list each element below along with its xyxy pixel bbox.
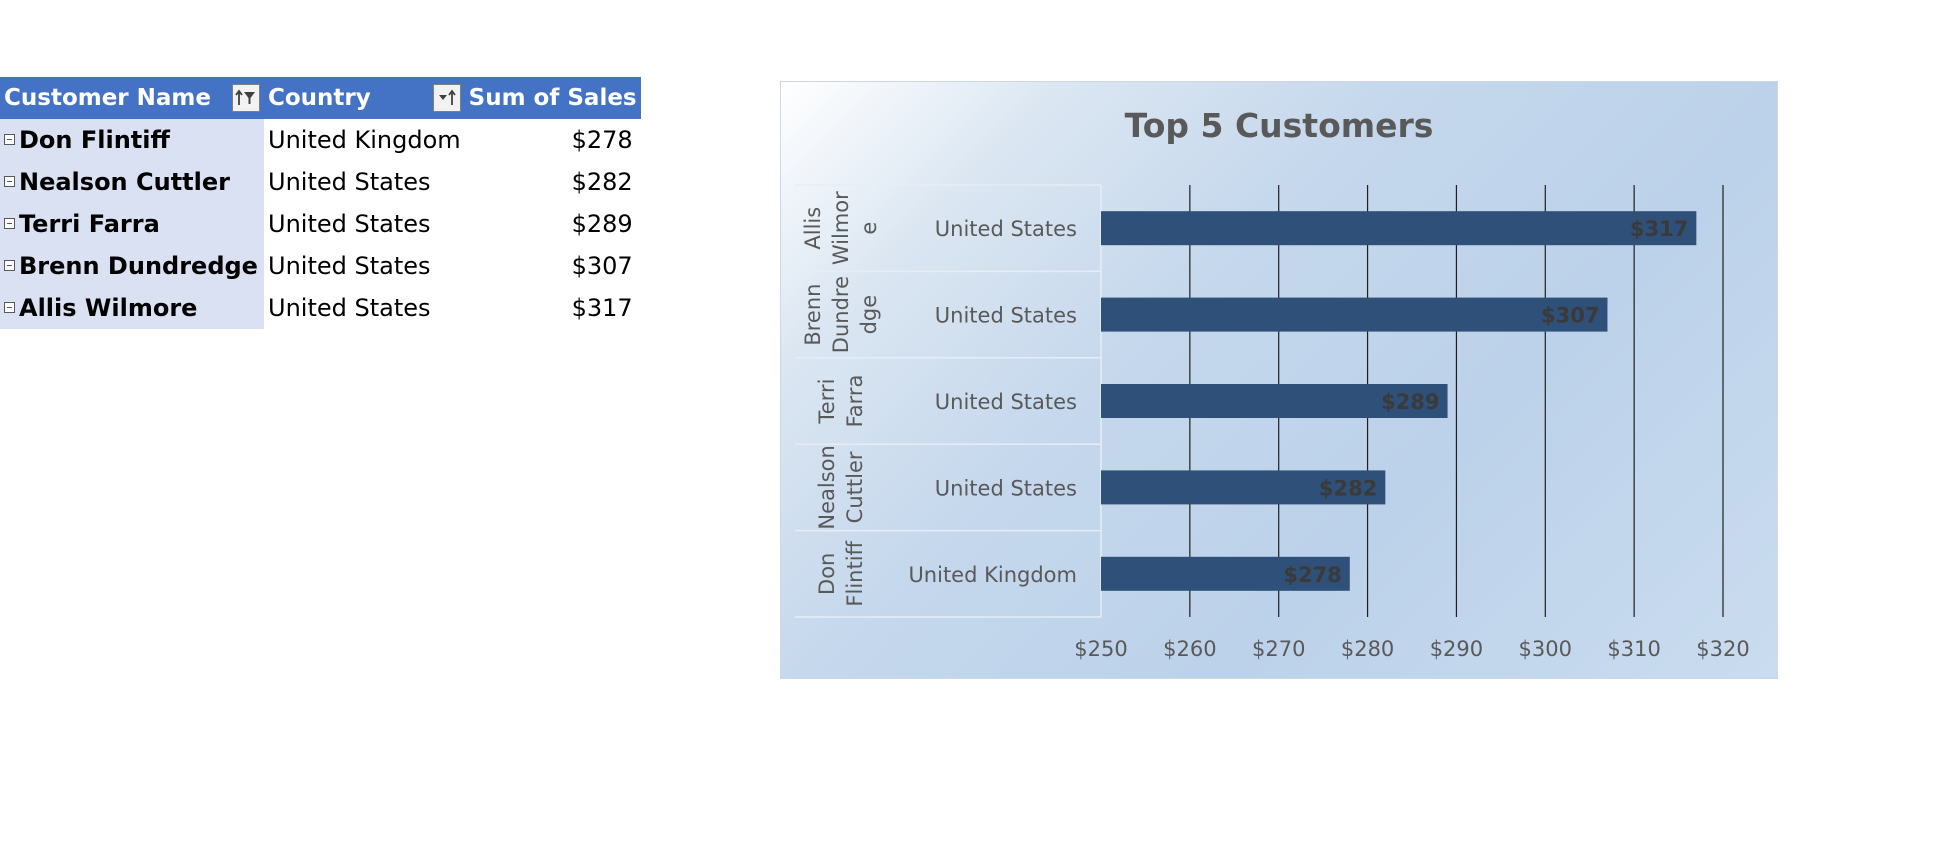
category-country-label: United States	[935, 304, 1077, 328]
bar	[1101, 211, 1697, 246]
category-customer-label: Brenn Dundre dge	[801, 276, 881, 353]
category-customer-line: Brenn	[801, 284, 825, 346]
category-customer-line: Farra	[843, 375, 867, 428]
category-customer-line: Wilmor	[829, 191, 853, 265]
category-customer-label: Terri Farra	[815, 375, 867, 428]
x-tick-label: $250	[1074, 637, 1127, 661]
category-customer-line: Cuttler	[843, 451, 867, 523]
top-customers-chart[interactable]: Top 5 Customers $317 United States Allis Wi…	[780, 81, 1778, 679]
customer-name: Terri Farra	[19, 210, 160, 238]
country-cell[interactable]: United Kingdom	[268, 126, 461, 154]
bar	[1101, 556, 1350, 591]
category-country-label: United States	[935, 217, 1077, 241]
category-customer-line: Flintiff	[843, 540, 867, 606]
category-country-label: United Kingdom	[908, 563, 1077, 587]
category-customer-label: Nealson Cuttler	[815, 445, 867, 529]
customer-cell[interactable]: Terri Farra	[0, 203, 264, 245]
sales-cell[interactable]: $278	[571, 126, 633, 154]
bar	[1101, 297, 1608, 332]
chart-plot: $317 United States Allis Wilmor e $307 United …	[795, 184, 1750, 661]
x-tick-label: $280	[1341, 637, 1394, 661]
category-customer-label: Allis Wilmor e	[801, 191, 881, 265]
pivot-header-row: Customer Name Country	[0, 77, 641, 119]
pivot-table: Customer Name Country	[0, 77, 641, 329]
x-tick-label: $290	[1430, 637, 1483, 661]
customer-name: Brenn Dundredge	[19, 252, 258, 280]
country-cell[interactable]: United States	[268, 168, 431, 196]
data-label: $307	[1541, 304, 1599, 328]
category-customer-line: Allis	[801, 207, 825, 250]
category-customer-line: Don	[815, 553, 839, 595]
header-country-label: Country	[268, 85, 371, 111]
collapse-minus-icon[interactable]	[4, 259, 15, 271]
table-row: Terri Farra United States $289	[0, 203, 641, 245]
country-cell[interactable]: United States	[268, 294, 431, 322]
x-tick-label: $300	[1519, 637, 1572, 661]
customer-cell[interactable]: Allis Wilmore	[0, 287, 264, 329]
data-label: $278	[1283, 563, 1341, 587]
country-cell[interactable]: United States	[268, 252, 431, 280]
country-cell[interactable]: United States	[268, 210, 431, 238]
collapse-minus-icon[interactable]	[4, 175, 15, 187]
category-country-label: United States	[935, 476, 1077, 500]
header-customer-label: Customer Name	[4, 85, 211, 111]
data-label: $317	[1630, 217, 1688, 241]
collapse-minus-icon[interactable]	[4, 133, 15, 145]
header-country[interactable]: Country	[264, 77, 465, 119]
category-customer-label: Don Flintiff	[815, 540, 867, 606]
table-row: Allis Wilmore United States $317	[0, 287, 641, 329]
customer-cell[interactable]: Don Flintiff	[0, 119, 264, 161]
category-customer-line: e	[857, 222, 881, 235]
table-row: Brenn Dundredge United States $307	[0, 245, 641, 287]
chart-title: Top 5 Customers	[1124, 106, 1434, 145]
sales-cell[interactable]: $282	[571, 168, 633, 196]
data-label: $282	[1319, 476, 1377, 500]
customer-cell[interactable]: Nealson Cuttler	[0, 161, 264, 203]
sort-ascending-icon[interactable]	[432, 84, 461, 112]
table-row: Nealson Cuttler United States $282	[0, 161, 641, 203]
header-sales-label: Sum of Sales	[468, 85, 637, 111]
category-customer-line: dge	[857, 295, 881, 335]
x-tick-label: $310	[1607, 637, 1660, 661]
filter-sort-icon[interactable]	[232, 84, 260, 112]
x-tick-label: $270	[1252, 637, 1305, 661]
category-country-label: United States	[935, 390, 1077, 414]
category-customer-line: Nealson	[815, 445, 839, 529]
sales-cell[interactable]: $317	[571, 294, 633, 322]
category-customer-line: Dundre	[829, 276, 853, 353]
bar	[1101, 384, 1448, 418]
category-customer-line: Terri	[815, 379, 839, 425]
header-sum-of-sales[interactable]: Sum of Sales	[464, 77, 641, 119]
data-label: $289	[1381, 390, 1439, 414]
x-tick-label: $320	[1696, 637, 1749, 661]
customer-name: Nealson Cuttler	[19, 168, 230, 196]
x-tick-label: $260	[1163, 637, 1216, 661]
header-customer-name[interactable]: Customer Name	[0, 77, 264, 119]
sales-cell[interactable]: $307	[571, 252, 633, 280]
customer-name: Don Flintiff	[19, 126, 170, 154]
collapse-minus-icon[interactable]	[4, 301, 15, 313]
collapse-minus-icon[interactable]	[4, 217, 15, 229]
bar	[1101, 470, 1386, 505]
customer-name: Allis Wilmore	[19, 294, 198, 322]
customer-cell[interactable]: Brenn Dundredge	[0, 245, 264, 287]
sales-cell[interactable]: $289	[571, 210, 633, 238]
table-row: Don Flintiff United Kingdom $278	[0, 119, 641, 161]
